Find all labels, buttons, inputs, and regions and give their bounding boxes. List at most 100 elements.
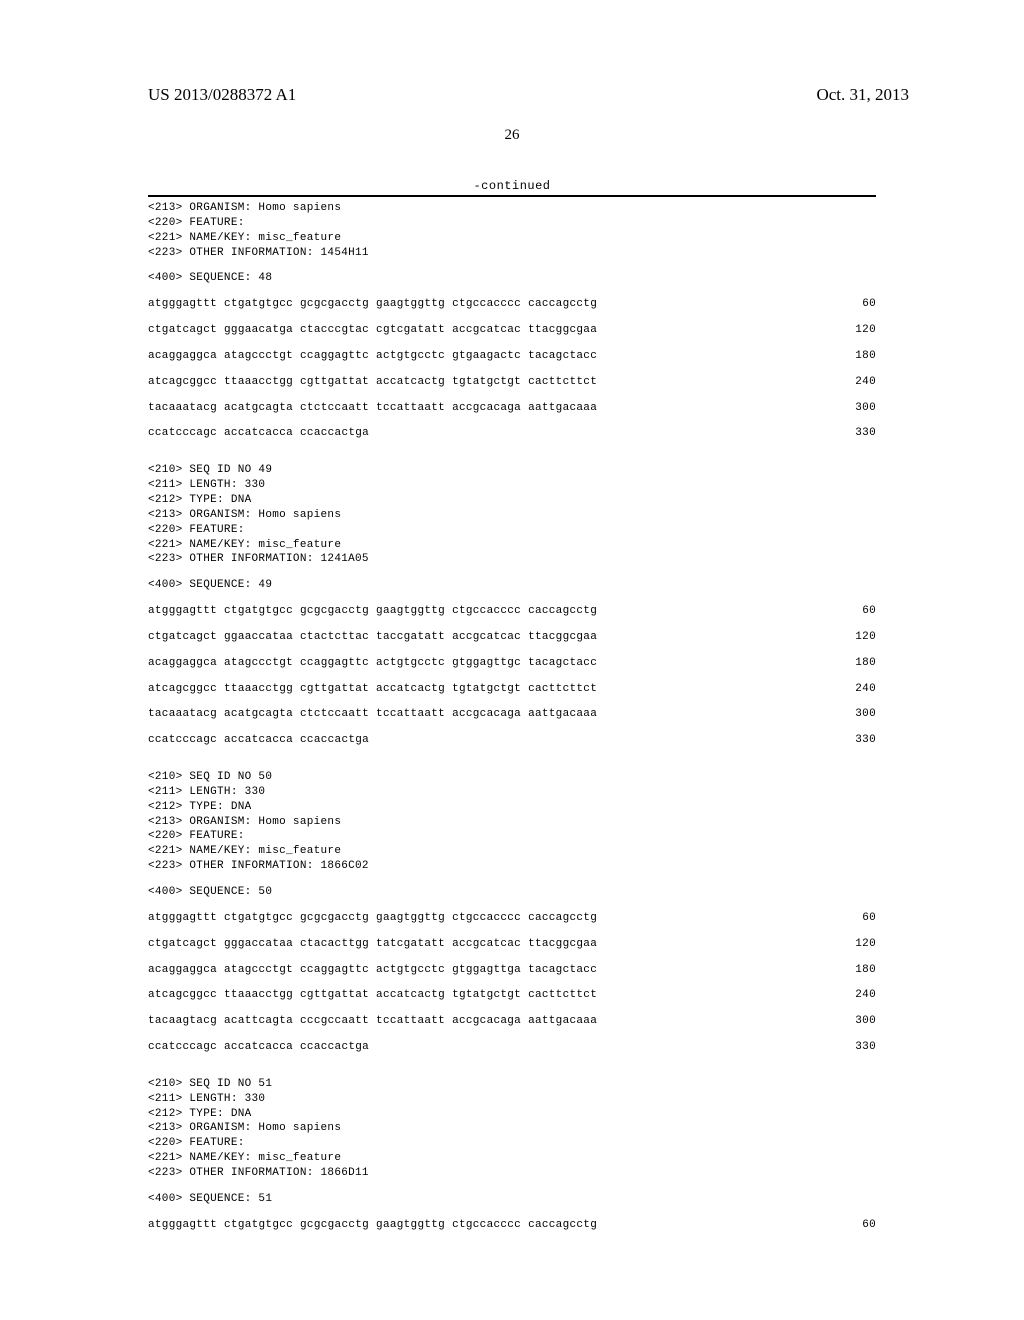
sequence-group: accatcactg [376,988,445,1003]
sequence-group: atagccctgt [224,349,293,364]
sequence-group: cacttcttct [528,375,597,390]
sequence-position: 300 [846,1014,876,1029]
sequence-text: ccatcccagcaccatcaccaccaccactga [148,733,369,748]
meta-line: <213> ORGANISM: Homo sapiens [148,1121,876,1136]
sequence-group: ctacacttgg [300,937,369,952]
sequence-group: ttacggcgaa [528,937,597,952]
sequence-group: ccaccactga [300,733,369,748]
sequence-line: tacaaatacgacatgcagtactctccaatttccattaatt… [148,401,876,416]
sequence-group: ctgatgtgcc [224,604,293,619]
sequence-group: atcagcggcc [148,988,217,1003]
meta-line: <213> ORGANISM: Homo sapiens [148,508,876,523]
sequence-group: actgtgcctc [376,349,445,364]
sequence-line: ccatcccagcaccatcaccaccaccactga330 [148,1040,876,1055]
sequence-group: tgtatgctgt [452,988,521,1003]
sequence-group: tccattaatt [376,707,445,722]
sequence-position: 330 [846,1040,876,1055]
sequence-group: tgtatgctgt [452,375,521,390]
sequence-group: cacttcttct [528,682,597,697]
sequence-group: aattgacaaa [528,401,597,416]
meta-line: <211> LENGTH: 330 [148,1092,876,1107]
sequence-group: accatcacca [224,733,293,748]
meta-line: <221> NAME/KEY: misc_feature [148,538,876,553]
sequence-group: actgtgcctc [376,963,445,978]
entry-gap [148,1066,876,1077]
sequence-group: ctgccacccc [452,911,521,926]
sequence-line: atgggagtttctgatgtgccgcgcgacctggaagtggttg… [148,911,876,926]
sequence-request-line: <400> SEQUENCE: 51 [148,1192,876,1207]
sequence-group: ctgatgtgcc [224,911,293,926]
sequence-group: ctgccacccc [452,297,521,312]
sequence-group: ctgatcagct [148,323,217,338]
sequence-position: 60 [846,297,876,312]
sequence-group: tatcgatatt [376,937,445,952]
sequence-position: 120 [846,323,876,338]
publication-number: US 2013/0288372 A1 [148,85,296,105]
sequence-group: taccgatatt [376,630,445,645]
sequence-group: gtggagttga [452,963,521,978]
sequence-group: ttaaacctgg [224,375,293,390]
sequence-group: ccaccactga [300,1040,369,1055]
sequence-line: atcagcggccttaaacctggcgttgattataccatcactg… [148,988,876,1003]
meta-line: <211> LENGTH: 330 [148,478,876,493]
sequence-group: cccgccaatt [300,1014,369,1029]
sequence-position: 180 [846,656,876,671]
sequence-position: 300 [846,401,876,416]
sequence-group: atagccctgt [224,963,293,978]
sequence-text: atgggagtttctgatgtgccgcgcgacctggaagtggttg… [148,297,597,312]
sequence-group: gggaacatga [224,323,293,338]
sequence-group: ccatcccagc [148,1040,217,1055]
sequence-line: ccatcccagcaccatcaccaccaccactga330 [148,733,876,748]
sequence-position: 240 [846,988,876,1003]
sequence-meta-block: <210> SEQ ID NO 49<211> LENGTH: 330<212>… [148,463,876,567]
sequence-request-line: <400> SEQUENCE: 49 [148,578,876,593]
continued-label: -continued [148,179,876,193]
sequence-position: 180 [846,963,876,978]
sequence-group: ggaaccataa [224,630,293,645]
sequence-position: 60 [846,1218,876,1233]
sequence-group: gtgaagactc [452,349,521,364]
sequence-group: acattcagta [224,1014,293,1029]
sequence-line: tacaagtacgacattcagtacccgccaatttccattaatt… [148,1014,876,1029]
sequence-group: ctctccaatt [300,401,369,416]
sequence-group: ccaggagttc [300,963,369,978]
sequence-text: atcagcggccttaaacctggcgttgattataccatcactg… [148,682,597,697]
sequence-group: acatgcagta [224,401,293,416]
sequence-text: ccatcccagcaccatcaccaccaccactga [148,426,369,441]
sequence-text: atgggagtttctgatgtgccgcgcgacctggaagtggttg… [148,1218,597,1233]
sequence-position: 180 [846,349,876,364]
sequence-line: ccatcccagcaccatcaccaccaccactga 330 [148,426,876,441]
sequence-group: gaagtggttg [376,297,445,312]
sequence-group: ctgatgtgcc [224,1218,293,1233]
entry-gap [148,759,876,770]
sequence-group: accgcacaga [452,401,521,416]
sequence-line: acaggaggcaatagccctgtccaggagttcactgtgcctc… [148,656,876,671]
sequence-group: actgtgcctc [376,656,445,671]
sequence-position: 330 [846,426,876,441]
sequence-group: acaggaggca [148,349,217,364]
sequence-request-line: <400> SEQUENCE: 50 [148,885,876,900]
meta-line: <221> NAME/KEY: misc_feature [148,231,876,246]
sequence-group: ctgatcagct [148,630,217,645]
meta-line: <210> SEQ ID NO 50 [148,770,876,785]
sequence-group: acaggaggca [148,656,217,671]
sequence-group: ccaggagttc [300,656,369,671]
sequence-group: caccagcctg [528,911,597,926]
sequence-group: cgtcgatatt [376,323,445,338]
sequence-text: atgggagtttctgatgtgccgcgcgacctggaagtggttg… [148,911,597,926]
sequence-meta-block: <213> ORGANISM: Homo sapiens<220> FEATUR… [148,201,876,260]
meta-line: <220> FEATURE: [148,829,876,844]
sequence-group: accgcatcac [452,323,521,338]
meta-line: <223> OTHER INFORMATION: 1241A05 [148,552,876,567]
sequence-group: accatcacca [224,426,293,441]
sequence-group: accgcatcac [452,630,521,645]
sequence-group: cgttgattat [300,682,369,697]
sequence-group: gaagtggttg [376,1218,445,1233]
sequence-group: ccaggagttc [300,349,369,364]
sequence-group: atcagcggcc [148,682,217,697]
sequence-group: cacttcttct [528,988,597,1003]
meta-line: <220> FEATURE: [148,523,876,538]
sequence-line: ctgatcagctggaaccataactactcttactaccgatatt… [148,630,876,645]
sequence-text: tacaagtacgacattcagtacccgccaatttccattaatt… [148,1014,597,1029]
sequence-group: caccagcctg [528,604,597,619]
